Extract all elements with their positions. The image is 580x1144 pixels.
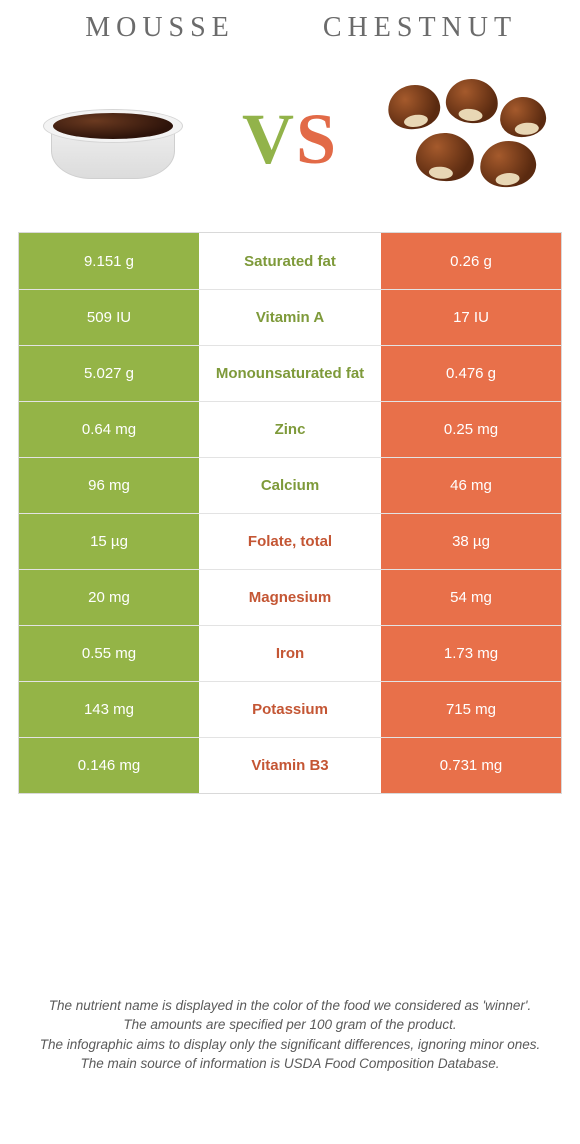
title-left: MOUSSE [30, 12, 290, 44]
nutrient-label: Monounsaturated fat [199, 346, 381, 401]
nutrient-label: Iron [199, 626, 381, 681]
left-value: 5.027 g [19, 346, 199, 401]
nutrient-label: Saturated fat [199, 233, 381, 289]
left-value: 509 IU [19, 290, 199, 345]
table-row: 20 mgMagnesium54 mg [19, 569, 561, 625]
right-value: 0.25 mg [381, 402, 561, 457]
right-value: 715 mg [381, 682, 561, 737]
table-row: 509 IUVitamin A17 IU [19, 289, 561, 345]
table-row: 15 µgFolate, total38 µg [19, 513, 561, 569]
table-row: 96 mgCalcium46 mg [19, 457, 561, 513]
nutrient-label: Zinc [199, 402, 381, 457]
left-value: 0.55 mg [19, 626, 199, 681]
comparison-table: 9.151 gSaturated fat0.26 g509 IUVitamin … [18, 232, 562, 794]
table-row: 0.146 mgVitamin B30.731 mg [19, 737, 561, 793]
hero-row: VS [0, 44, 580, 224]
table-row: 0.64 mgZinc0.25 mg [19, 401, 561, 457]
mousse-image [28, 74, 198, 204]
vs-v: V [242, 99, 296, 179]
left-value: 9.151 g [19, 233, 199, 289]
right-value: 17 IU [381, 290, 561, 345]
right-value: 1.73 mg [381, 626, 561, 681]
footer-notes: The nutrient name is displayed in the co… [30, 996, 550, 1074]
vs-label: VS [242, 98, 338, 181]
nutrient-label: Folate, total [199, 514, 381, 569]
right-value: 0.26 g [381, 233, 561, 289]
footer-line: The nutrient name is displayed in the co… [30, 996, 550, 1016]
left-value: 20 mg [19, 570, 199, 625]
nutrient-label: Vitamin A [199, 290, 381, 345]
right-value: 46 mg [381, 458, 561, 513]
right-value: 0.731 mg [381, 738, 561, 793]
vs-s: S [296, 99, 338, 179]
table-row: 143 mgPotassium715 mg [19, 681, 561, 737]
footer-line: The infographic aims to display only the… [30, 1035, 550, 1055]
left-value: 0.146 mg [19, 738, 199, 793]
footer-line: The main source of information is USDA F… [30, 1054, 550, 1074]
table-row: 0.55 mgIron1.73 mg [19, 625, 561, 681]
right-value: 38 µg [381, 514, 561, 569]
chestnut-image [382, 74, 552, 204]
nutrient-label: Calcium [199, 458, 381, 513]
nutrient-label: Vitamin B3 [199, 738, 381, 793]
left-value: 15 µg [19, 514, 199, 569]
header-row: MOUSSE CHESTNUT [0, 0, 580, 44]
right-value: 54 mg [381, 570, 561, 625]
left-value: 143 mg [19, 682, 199, 737]
nutrient-label: Potassium [199, 682, 381, 737]
table-row: 5.027 gMonounsaturated fat0.476 g [19, 345, 561, 401]
right-value: 0.476 g [381, 346, 561, 401]
title-right: CHESTNUT [290, 12, 550, 44]
nutrient-label: Magnesium [199, 570, 381, 625]
table-row: 9.151 gSaturated fat0.26 g [19, 233, 561, 289]
left-value: 0.64 mg [19, 402, 199, 457]
left-value: 96 mg [19, 458, 199, 513]
footer-line: The amounts are specified per 100 gram o… [30, 1015, 550, 1035]
